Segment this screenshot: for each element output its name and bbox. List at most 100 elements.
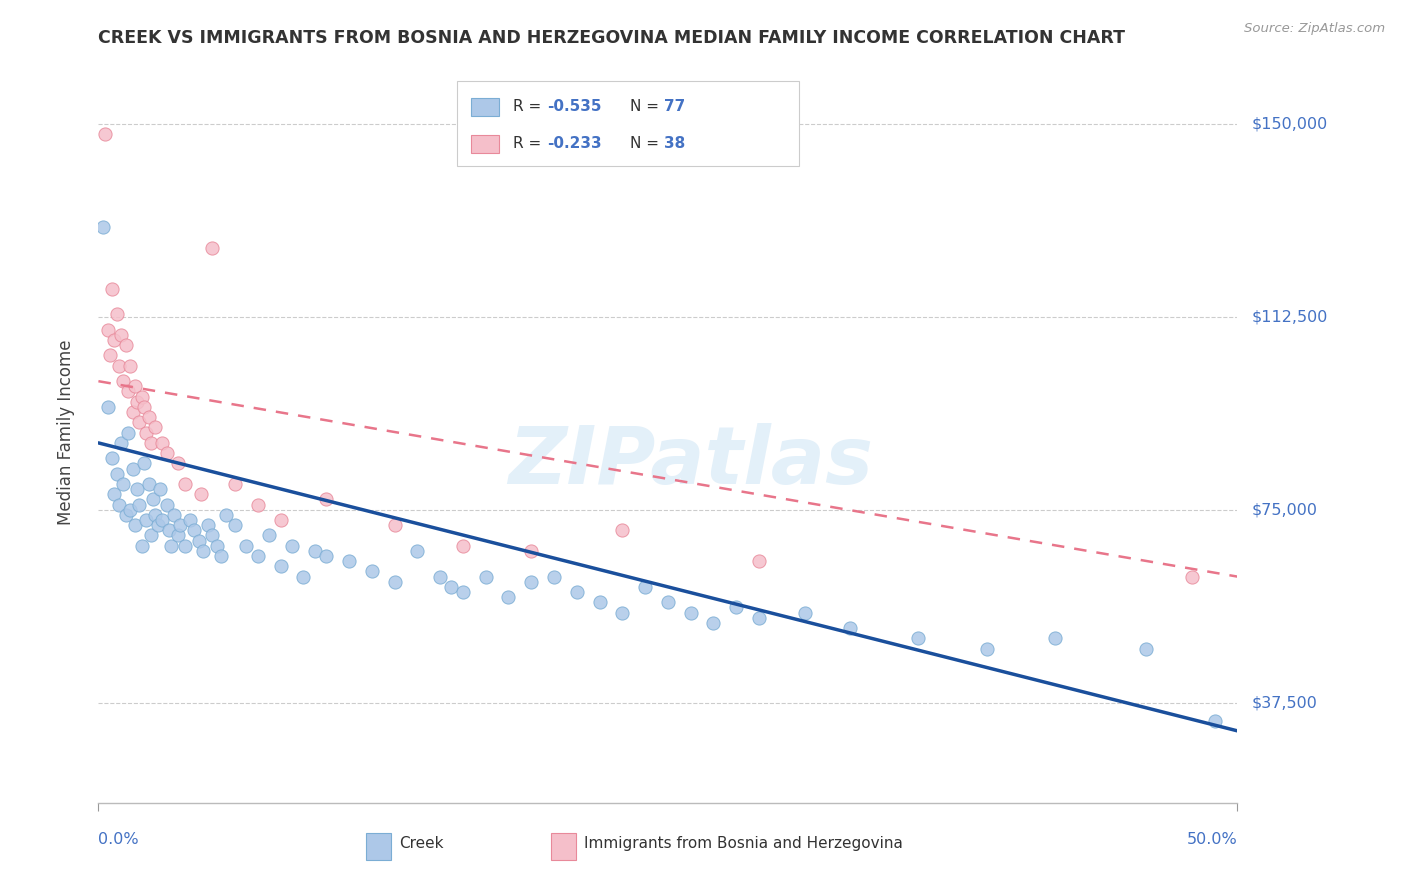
Point — [114, 508, 136, 522]
Point — [429, 569, 451, 583]
Point — [907, 632, 929, 646]
Point — [384, 518, 406, 533]
Text: -0.535: -0.535 — [547, 99, 602, 114]
Point — [105, 467, 128, 481]
Point — [246, 498, 269, 512]
Point — [145, 508, 167, 522]
Point — [201, 240, 224, 254]
Point — [146, 518, 169, 533]
Point — [139, 528, 162, 542]
Text: Creek: Creek — [399, 836, 443, 851]
Point — [156, 498, 179, 512]
Text: R =: R = — [513, 136, 546, 152]
Point — [235, 539, 257, 553]
Point — [124, 379, 146, 393]
Text: N =: N = — [630, 99, 664, 114]
Point — [162, 508, 184, 522]
Point — [190, 487, 212, 501]
FancyBboxPatch shape — [471, 135, 499, 153]
Point — [1204, 714, 1226, 728]
Point — [145, 420, 167, 434]
Point — [91, 219, 114, 234]
Point — [588, 595, 610, 609]
Point — [246, 549, 269, 563]
Point — [612, 606, 634, 620]
Point — [193, 544, 215, 558]
Point — [292, 569, 315, 583]
Point — [127, 482, 149, 496]
Point — [839, 621, 862, 635]
Point — [127, 394, 149, 409]
Point — [1181, 569, 1204, 583]
Text: $37,500: $37,500 — [1251, 695, 1317, 710]
Point — [187, 533, 209, 548]
Text: -0.233: -0.233 — [547, 136, 602, 152]
Point — [451, 585, 474, 599]
Point — [138, 410, 160, 425]
Point — [1043, 632, 1066, 646]
FancyBboxPatch shape — [457, 81, 799, 166]
Point — [209, 549, 232, 563]
Text: Source: ZipAtlas.com: Source: ZipAtlas.com — [1244, 22, 1385, 36]
Point — [1135, 641, 1157, 656]
Point — [117, 384, 139, 399]
Point — [679, 606, 702, 620]
Point — [612, 524, 634, 538]
Point — [337, 554, 360, 568]
Point — [112, 477, 135, 491]
Point — [634, 580, 657, 594]
FancyBboxPatch shape — [471, 98, 499, 116]
FancyBboxPatch shape — [366, 833, 391, 860]
Point — [103, 487, 125, 501]
Point — [281, 539, 304, 553]
Text: CREEK VS IMMIGRANTS FROM BOSNIA AND HERZEGOVINA MEDIAN FAMILY INCOME CORRELATION: CREEK VS IMMIGRANTS FROM BOSNIA AND HERZ… — [98, 29, 1125, 47]
Point — [135, 513, 157, 527]
Point — [114, 338, 136, 352]
Text: $150,000: $150,000 — [1251, 117, 1327, 132]
Point — [384, 574, 406, 589]
Point — [725, 600, 748, 615]
Point — [565, 585, 588, 599]
Point — [110, 436, 132, 450]
Y-axis label: Median Family Income: Median Family Income — [56, 340, 75, 525]
Point — [124, 518, 146, 533]
Point — [976, 641, 998, 656]
Point — [179, 513, 201, 527]
Point — [156, 446, 179, 460]
Text: N =: N = — [630, 136, 664, 152]
Point — [131, 390, 153, 404]
Point — [197, 518, 219, 533]
Point — [440, 580, 463, 594]
Text: $75,000: $75,000 — [1251, 502, 1317, 517]
Text: ZIPatlas: ZIPatlas — [508, 423, 873, 501]
Point — [121, 461, 143, 475]
Point — [174, 539, 197, 553]
Point — [304, 544, 326, 558]
Point — [121, 405, 143, 419]
Text: R =: R = — [513, 99, 546, 114]
Point — [105, 307, 128, 321]
Point — [474, 569, 496, 583]
Text: 50.0%: 50.0% — [1187, 832, 1237, 847]
Point — [150, 513, 173, 527]
Point — [315, 549, 337, 563]
Point — [120, 359, 142, 373]
Point — [117, 425, 139, 440]
Point — [98, 349, 121, 363]
Text: $112,500: $112,500 — [1251, 310, 1327, 325]
Point — [96, 323, 118, 337]
Point — [110, 327, 132, 342]
Point — [101, 282, 124, 296]
Point — [138, 477, 160, 491]
FancyBboxPatch shape — [551, 833, 575, 860]
Point — [360, 565, 382, 579]
Point — [142, 492, 165, 507]
Point — [201, 528, 224, 542]
Point — [108, 359, 131, 373]
Text: 0.0%: 0.0% — [98, 832, 139, 847]
Point — [128, 415, 150, 429]
Point — [157, 524, 180, 538]
Point — [128, 498, 150, 512]
Point — [224, 518, 246, 533]
Point — [169, 518, 191, 533]
